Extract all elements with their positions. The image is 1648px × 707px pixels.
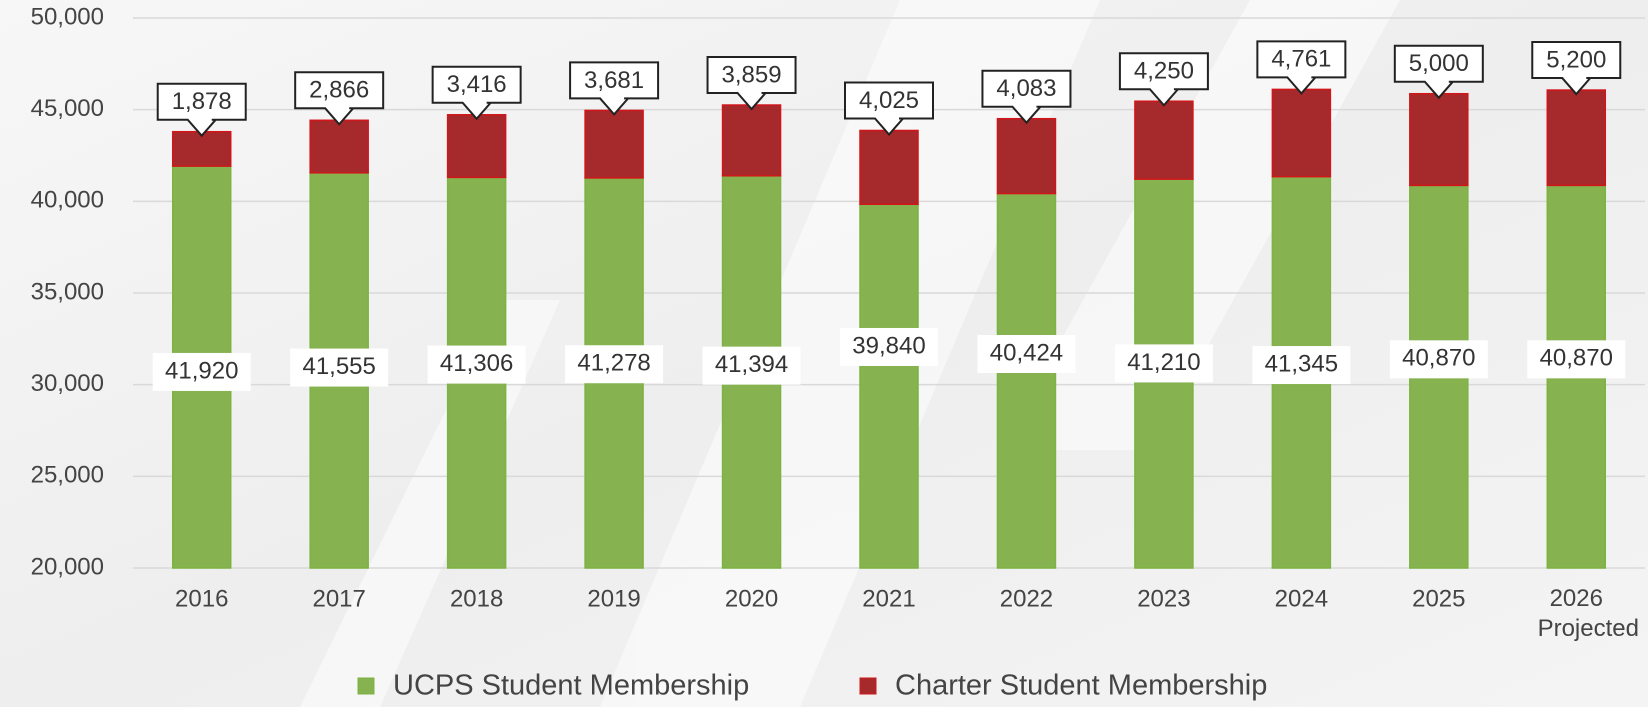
- data-label-box: [840, 327, 938, 366]
- data-label: 1,878: [172, 88, 232, 115]
- x-tick-label: 2018: [450, 585, 503, 612]
- data-label-box: [702, 346, 801, 385]
- callout-box: [431, 65, 522, 121]
- callout-box: [569, 61, 660, 116]
- bar-segment: [1546, 89, 1607, 187]
- x-tick-label: 2024: [1275, 585, 1328, 612]
- data-label-box: [1389, 340, 1488, 379]
- data-label-box: [565, 345, 664, 384]
- data-label-box: [1114, 344, 1213, 383]
- y-tick-label: 45,000: [31, 95, 104, 122]
- data-label-box: [290, 348, 389, 387]
- callout-box: [981, 69, 1072, 125]
- x-tick-label: 2019: [587, 585, 640, 612]
- bar-segment: [584, 109, 644, 179]
- y-tick-label: 40,000: [31, 187, 104, 214]
- data-label: 3,681: [584, 67, 644, 94]
- data-label: 4,025: [859, 87, 919, 114]
- bar-segment: [446, 114, 507, 179]
- bar-segment: [859, 203, 919, 569]
- x-tick-label: 2020: [725, 585, 778, 612]
- data-label: 40,424: [990, 339, 1063, 366]
- y-tick-label: 25,000: [31, 462, 104, 489]
- legend-label: Charter Student Membership: [895, 670, 1267, 702]
- callout-box: [156, 82, 247, 138]
- data-label: 4,761: [1271, 46, 1331, 73]
- x-tick-label: 2017: [312, 585, 365, 612]
- data-label: 41,345: [1265, 350, 1338, 377]
- bar-segment: [1271, 88, 1332, 178]
- data-label: 41,306: [440, 350, 513, 377]
- x-tick-label: 2023: [1137, 585, 1190, 612]
- y-tick-label: 30,000: [31, 370, 104, 397]
- data-label: 41,210: [1127, 349, 1200, 376]
- legend-swatch: [859, 677, 877, 695]
- data-label-box: [427, 345, 526, 384]
- data-label: 5,000: [1409, 50, 1469, 77]
- bar-segment: [996, 117, 1057, 195]
- bar-segment: [1409, 92, 1469, 187]
- callout-box: [294, 71, 385, 126]
- y-tick-label: 50,000: [31, 3, 104, 30]
- x-tick-line: 2026: [1550, 585, 1603, 612]
- data-label: 41,278: [577, 350, 650, 377]
- x-tick-label: 2016: [175, 585, 228, 612]
- callout-box: [706, 56, 797, 111]
- y-tick-label: 35,000: [31, 278, 104, 305]
- x-tick-label: 2022: [1000, 585, 1053, 612]
- x-tick-label: 2026 Projected: [1538, 585, 1639, 642]
- bar-segment: [996, 192, 1057, 569]
- data-label: 39,840: [852, 332, 925, 359]
- data-label: 40,870: [1402, 345, 1475, 372]
- data-label-box: [1527, 340, 1626, 379]
- legend-label: UCPS Student Membership: [393, 670, 749, 702]
- x-tick-line: Projected: [1538, 615, 1639, 642]
- data-label: 41,555: [302, 353, 375, 380]
- data-label-box: [152, 352, 251, 391]
- x-tick-label: 2025: [1412, 585, 1465, 612]
- data-label-box: [1252, 346, 1351, 385]
- bar-segment: [1134, 100, 1194, 180]
- data-label: 40,870: [1540, 345, 1613, 372]
- callout-box: [1531, 41, 1622, 96]
- data-label: 3,416: [447, 71, 507, 98]
- bar-segment: [721, 104, 782, 177]
- data-label: 41,920: [165, 357, 238, 384]
- data-label-box: [977, 334, 1076, 373]
- callout-box: [1256, 40, 1347, 95]
- callout-box: [1118, 52, 1209, 107]
- bar-segment: [859, 129, 919, 206]
- data-label: 41,394: [715, 351, 788, 378]
- data-label: 4,250: [1134, 58, 1194, 85]
- data-label: 5,200: [1546, 46, 1606, 73]
- legend-swatch: [357, 677, 375, 695]
- data-label: 4,083: [996, 75, 1056, 102]
- callout-box: [844, 81, 934, 136]
- data-label: 3,859: [722, 61, 782, 88]
- bar-segment: [309, 119, 369, 174]
- y-tick-label: 20,000: [31, 553, 104, 580]
- x-tick-label: 2021: [862, 585, 915, 612]
- data-label: 2,866: [309, 77, 369, 104]
- callout-box: [1393, 44, 1484, 100]
